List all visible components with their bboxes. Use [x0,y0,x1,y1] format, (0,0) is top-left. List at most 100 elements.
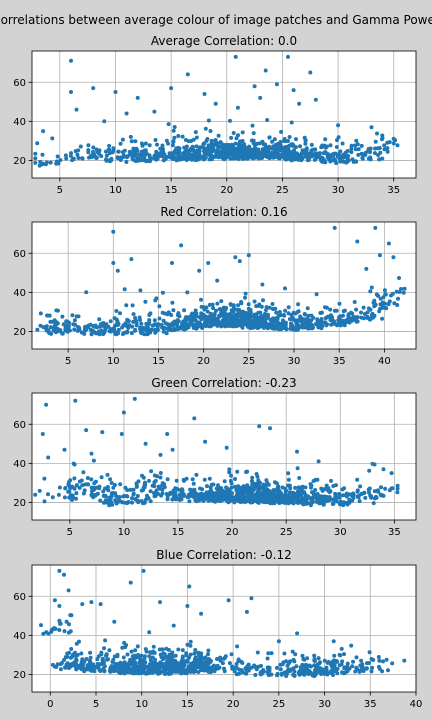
scatter-point [84,428,89,433]
scatter-point [138,318,142,322]
scatter-point [277,310,282,314]
scatter-point [105,657,109,662]
scatter-point [305,325,310,330]
scatter-point [365,310,370,315]
scatter-point [231,131,236,135]
scatter-point [345,661,350,666]
scatter-point [187,584,192,589]
scatter-point [316,152,321,157]
scatter-point [115,319,120,324]
scatter-point [206,652,210,657]
scatter-point [375,131,379,136]
scatter-point [363,666,368,671]
scatter-point [111,229,116,234]
scatter-point [57,618,62,623]
scatter-point [231,150,236,155]
scatter-point [141,568,146,573]
scatter-point [277,156,282,161]
scatter-point [198,486,202,491]
scatter-point [205,658,210,663]
scatter-point [318,660,322,665]
scatter-point [356,147,361,152]
scatter-point [341,500,346,505]
scatter-point [250,123,255,128]
scatter-point [213,142,218,147]
scatter-point [104,322,109,327]
scatter-point [63,153,68,158]
scatter-point [157,668,162,673]
scatter-point [369,495,374,500]
scatter-point [387,488,392,493]
scatter-point [202,477,207,482]
scatter-point [33,160,38,165]
scatter-point [205,146,209,151]
scatter-point [124,111,129,116]
scatter-point [262,500,266,504]
scatter-point [288,150,292,155]
scatter-point [232,500,237,505]
scatter-point [76,314,81,319]
scatter-point [191,491,196,496]
scatter-point [69,90,73,94]
scatter-point [118,482,123,487]
scatter-point [170,261,174,265]
scatter-point [141,325,146,330]
scatter-point [308,70,313,75]
scatter-point [65,329,70,334]
scatter-point [113,90,118,94]
scatter-point [302,490,307,495]
scatter-point [382,143,387,148]
scatter-point [40,161,45,166]
scatter-point [194,314,199,319]
scatter-point [170,143,175,148]
scatter-point [98,669,103,673]
scatter-point [240,317,245,322]
scatter-point [371,501,376,506]
scatter-point [258,155,263,160]
scatter-point [204,490,209,495]
scatter-point [123,645,128,650]
scatter-point [55,154,60,159]
scatter-point [312,152,317,157]
scatter-point [180,663,185,668]
scatter-point [141,485,146,490]
scatter-point [149,327,154,332]
scatter-point [190,477,195,482]
scatter-point [341,309,346,314]
scatter-point [165,497,170,502]
scatter-point [219,324,224,329]
scatter-point [272,500,277,505]
scatter-point [284,155,289,160]
scatter-point [130,500,134,505]
scatter-point [174,478,179,483]
scatter-point [270,494,275,499]
scatter-point [349,146,354,151]
scatter-point [274,82,279,87]
scatter-point [290,323,295,328]
scatter-point [305,316,309,321]
scatter-point [251,487,256,492]
scatter-point [268,324,273,329]
scatter-point [216,665,221,670]
scatter-point [192,488,197,493]
x-tick-label: 5 [57,185,63,196]
scatter-point [232,495,237,500]
scatter-point [347,666,352,671]
scatter-point [234,136,239,141]
scatter-point [169,665,174,670]
scatter-point [382,147,387,152]
scatter-point [234,672,239,677]
scatter-point [308,503,313,508]
scatter-point [282,651,287,656]
scatter-point [69,647,74,651]
scatter-point [114,309,119,313]
scatter-point [132,396,137,401]
scatter-point [372,151,377,156]
scatter-point [202,92,207,96]
scatter-point [284,674,289,678]
scatter-point [209,147,214,152]
scatter-point [205,137,210,141]
scatter-point [312,663,317,668]
scatter-point [244,319,249,324]
